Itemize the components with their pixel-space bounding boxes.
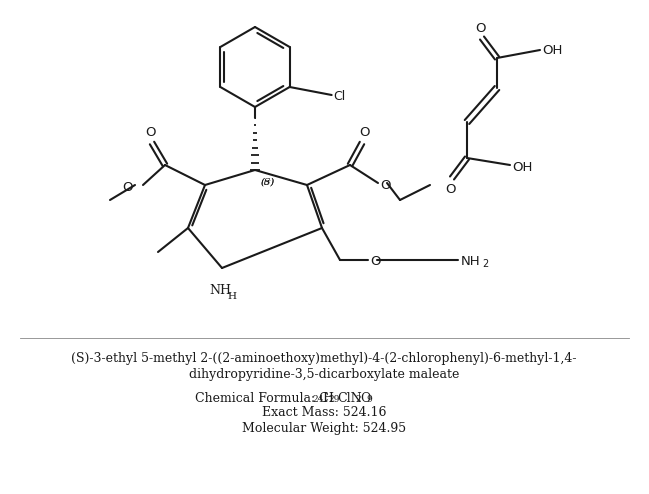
Text: 24: 24 bbox=[313, 395, 324, 404]
Text: O: O bbox=[475, 22, 485, 35]
Text: O: O bbox=[123, 180, 133, 194]
Text: ClN: ClN bbox=[337, 392, 361, 405]
Text: H: H bbox=[322, 392, 333, 405]
Text: (S)-3-ethyl 5-methyl 2-((2-aminoethoxy)methyl)-4-(2-chlorophenyl)-6-methyl-1,4-: (S)-3-ethyl 5-methyl 2-((2-aminoethoxy)m… bbox=[71, 352, 577, 365]
Text: 2: 2 bbox=[356, 395, 361, 404]
Text: O: O bbox=[359, 126, 369, 139]
Text: O: O bbox=[370, 254, 380, 267]
Text: Chemical Formula: C: Chemical Formula: C bbox=[195, 392, 329, 405]
Text: O: O bbox=[445, 183, 455, 196]
Text: Molecular Weight: 524.95: Molecular Weight: 524.95 bbox=[242, 422, 406, 435]
Text: H: H bbox=[228, 292, 236, 301]
Text: NH: NH bbox=[209, 284, 231, 297]
Text: Cl: Cl bbox=[334, 89, 346, 102]
Text: 29: 29 bbox=[328, 395, 339, 404]
Text: dihydropyridine-3,5-dicarboxylate maleate: dihydropyridine-3,5-dicarboxylate maleat… bbox=[189, 368, 459, 381]
Text: 9: 9 bbox=[366, 395, 372, 404]
Text: Exact Mass: 524.16: Exact Mass: 524.16 bbox=[262, 406, 386, 419]
Text: NH: NH bbox=[461, 254, 481, 267]
Text: O: O bbox=[380, 178, 391, 192]
Text: OH: OH bbox=[542, 43, 563, 56]
Text: O: O bbox=[360, 392, 371, 405]
Text: (σ): (σ) bbox=[261, 177, 275, 187]
Text: 2: 2 bbox=[482, 259, 488, 269]
Text: O: O bbox=[145, 126, 155, 139]
Text: (S): (S) bbox=[261, 177, 275, 187]
Text: OH: OH bbox=[512, 161, 532, 173]
